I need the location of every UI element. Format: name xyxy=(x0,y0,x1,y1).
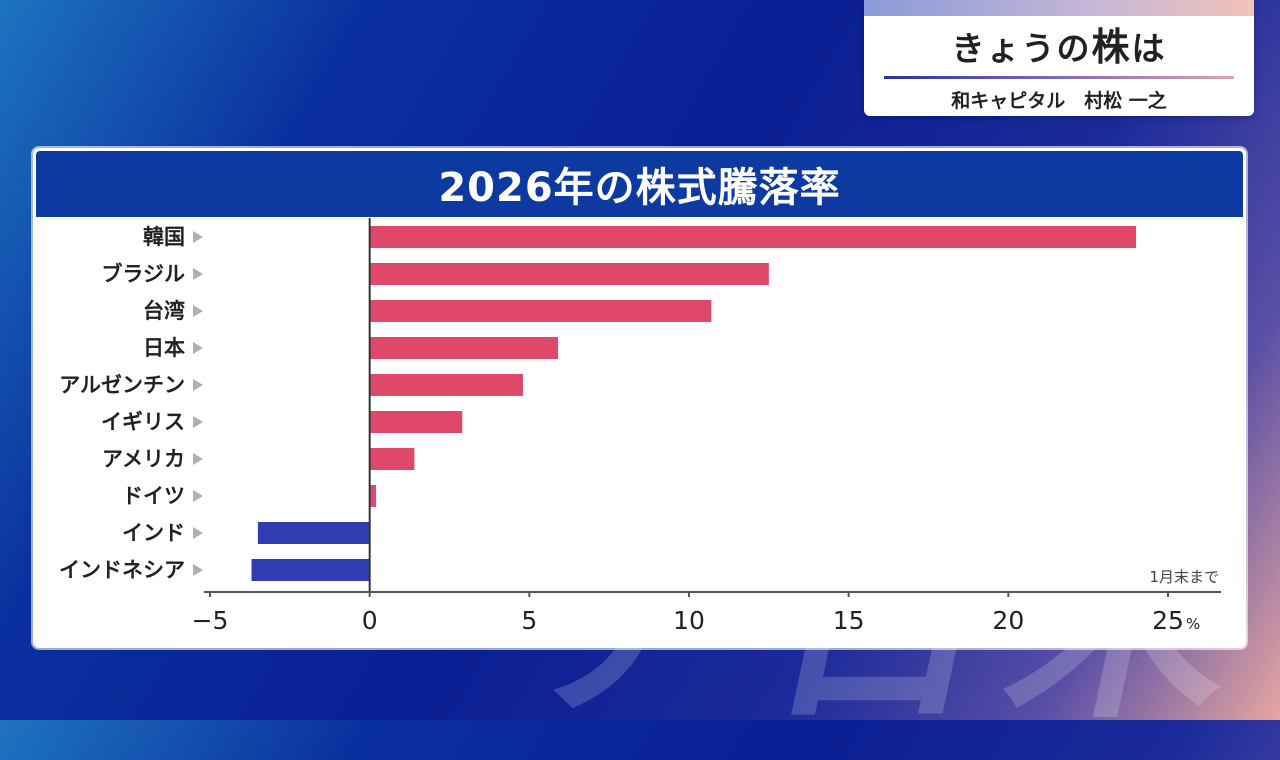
category-arrow-icon xyxy=(193,231,203,243)
chart-panel: 2026年の株式騰落率 韓国ブラジル台湾日本アルゼンチンイギリスアメリカドイツイ… xyxy=(33,148,1246,648)
category-label-7: ドイツ xyxy=(122,484,185,508)
category-label-3: 日本 xyxy=(143,336,185,360)
x-tick-label-5: 20 xyxy=(992,606,1024,635)
bar-9 xyxy=(251,559,370,581)
program-title-card: きょうの株は 和キャピタル 村松 一之 xyxy=(864,0,1254,116)
category-label-8: インド xyxy=(122,521,185,545)
title-divider xyxy=(884,76,1234,79)
x-unit-label: % xyxy=(1186,615,1200,633)
x-tick-label-0: −5 xyxy=(192,606,229,635)
category-arrow-icon xyxy=(193,453,203,465)
bar-7 xyxy=(369,485,377,507)
category-arrow-icon xyxy=(193,379,203,391)
category-label-5: イギリス xyxy=(101,410,185,434)
bar-6 xyxy=(369,448,415,470)
bar-5 xyxy=(369,411,463,433)
chart-title: 2026年の株式騰落率 xyxy=(36,151,1243,217)
bar-1 xyxy=(369,263,769,285)
x-tick-label-6: 25 xyxy=(1152,606,1184,635)
bar-4 xyxy=(369,374,523,396)
bar-2 xyxy=(369,300,712,322)
chart-note: 1月末まで xyxy=(1149,568,1219,586)
category-label-6: アメリカ xyxy=(102,447,185,471)
program-title-suffix: は xyxy=(1131,29,1167,68)
program-title-prefix: きょうの xyxy=(951,29,1092,68)
category-arrow-icon xyxy=(193,490,203,502)
program-title: きょうの株は xyxy=(864,26,1254,70)
x-tick-label-3: 10 xyxy=(673,606,705,635)
category-arrow-icon xyxy=(193,268,203,280)
x-tick-label-1: 0 xyxy=(362,606,378,635)
category-arrow-icon xyxy=(193,564,203,576)
bar-8 xyxy=(257,522,370,544)
category-label-1: ブラジル xyxy=(101,262,185,286)
category-label-4: アルゼンチン xyxy=(59,373,185,397)
bar-3 xyxy=(369,337,559,359)
card-top-strip xyxy=(864,0,1254,16)
program-title-big: 株 xyxy=(1091,25,1132,69)
category-arrow-icon xyxy=(193,305,203,317)
category-arrow-icon xyxy=(193,342,203,354)
category-label-2: 台湾 xyxy=(143,299,185,323)
category-label-9: インドネシア xyxy=(59,558,185,582)
bar-0 xyxy=(369,226,1137,248)
guest-name: 和キャピタル 村松 一之 xyxy=(951,90,1167,112)
x-tick-label-2: 5 xyxy=(521,606,537,635)
category-label-0: 韓国 xyxy=(143,225,185,249)
category-arrow-icon xyxy=(193,527,203,539)
category-arrow-icon xyxy=(193,416,203,428)
x-tick-label-4: 15 xyxy=(833,606,865,635)
